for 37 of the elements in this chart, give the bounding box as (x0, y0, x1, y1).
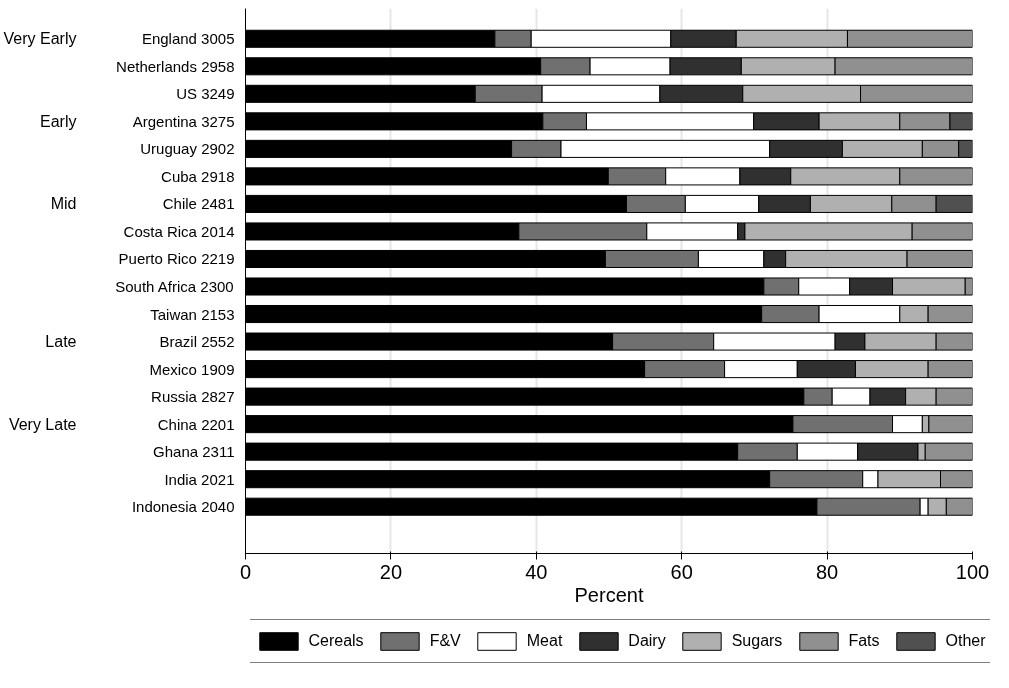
y-tick-label: Brazil 2552 (159, 333, 235, 351)
text: Very Late (8, 415, 77, 433)
y-tick-label: China 2201 (157, 415, 235, 433)
y-tick-label: Argentina 3275 (132, 112, 235, 130)
y-tick-label: Costa Rica 2014 (123, 222, 235, 240)
x-tick-label: 40 (525, 560, 548, 583)
legend-label: Fats (848, 632, 880, 650)
x-axis-title: Percent (574, 583, 644, 606)
text: Mid (50, 195, 77, 213)
y-tick-label: Russia 2827 (151, 388, 235, 406)
y-tick-label: England 3005 (141, 30, 235, 48)
y-tick-label: South Africa 2300 (115, 278, 234, 296)
legend-label: Other (945, 632, 986, 650)
legend-label: Sugars (731, 632, 783, 650)
y-tick-label: India 2021 (164, 470, 235, 488)
y-tick-label: Ghana 2311 (153, 443, 235, 461)
y-tick-label: Puerto Rico 2219 (118, 250, 235, 268)
x-tick-label: 20 (379, 560, 403, 583)
text: Very Early (3, 30, 77, 48)
y-tick-label: Chile 2481 (162, 195, 235, 213)
legend-label: Meat (526, 632, 563, 650)
x-tick-label: 60 (670, 560, 693, 583)
text: Late (45, 333, 77, 351)
x-tick-label: 100 (955, 560, 990, 583)
y-tick-label: Netherlands 2958 (116, 57, 235, 75)
legend-label: Cereals (308, 632, 364, 650)
y-tick-label: Indonesia 2040 (131, 498, 235, 516)
y-tick-label: Mexico 1909 (149, 360, 235, 378)
y-tick-label: Cuba 2918 (161, 167, 235, 185)
x-tick-label: 0 (239, 560, 252, 583)
x-tick-label: 80 (815, 560, 839, 583)
y-tick-label: Uruguay 2902 (140, 140, 235, 158)
y-tick-label: US 3249 (176, 85, 235, 103)
legend-label: F&V (429, 632, 461, 650)
text: Early (40, 112, 77, 130)
legend-label: Dairy (628, 632, 666, 650)
y-tick-label: Taiwan 2153 (150, 305, 235, 323)
